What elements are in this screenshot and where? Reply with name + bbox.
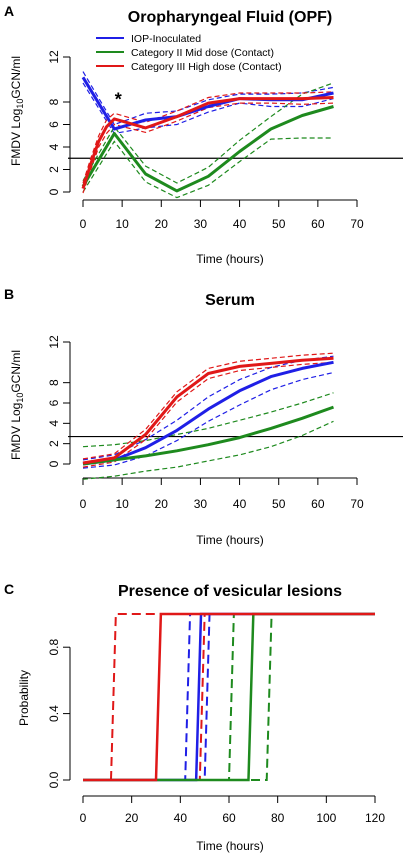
x-axis-label-c: Time (hours) — [196, 839, 264, 853]
series-mid-lower-ci — [82, 420, 334, 480]
y-tick-label: 8 — [47, 379, 61, 386]
x-tick-label: 20 — [155, 217, 169, 231]
series-high-mean — [81, 96, 334, 190]
series-iop-lower-ci — [82, 82, 334, 135]
x-tick-label: 0 — [80, 497, 87, 511]
x-tick-label: 20 — [125, 811, 139, 825]
x-tick-label: 80 — [271, 811, 285, 825]
x-tick-label: 30 — [194, 497, 208, 511]
x-tick-label: 70 — [350, 217, 364, 231]
x-axis-label-b: Time (hours) — [196, 533, 264, 547]
x-tick-label: 40 — [233, 497, 247, 511]
x-tick-label: 60 — [311, 497, 325, 511]
x-tick-label: 100 — [316, 811, 336, 825]
chart-title-serum: Serum — [205, 292, 255, 309]
panel-a: A Oropharyngeal Fluid (OPF) Time (hours)… — [4, 3, 403, 266]
x-tick-label: 50 — [272, 217, 286, 231]
series-mid-ci-step-0 — [83, 613, 375, 781]
chart-title-opf: Oropharyngeal Fluid (OPF) — [128, 9, 332, 26]
x-tick-label: 60 — [311, 217, 325, 231]
y-axis-label-b-sub: 10 — [15, 393, 25, 403]
series-high-step — [83, 612, 375, 782]
series-high-lower-ci — [82, 102, 334, 194]
series-high-mean — [82, 356, 334, 465]
y-tick-label: 0.4 — [47, 705, 61, 722]
y-tick-label: 12 — [47, 50, 61, 64]
panel-letter-a: A — [4, 3, 14, 19]
y-tick-label: 2 — [47, 166, 61, 173]
y-tick-label: 4 — [47, 420, 61, 427]
x-tick-label: 40 — [233, 217, 247, 231]
y-axis-label-b: FMDV Log10GCN/ml — [9, 350, 25, 460]
x-tick-label: 120 — [365, 811, 385, 825]
series-mid-upper-ci — [82, 392, 334, 448]
legend-label-mid: Category II Mid dose (Contact) — [131, 47, 274, 59]
panel-c: C Presence of vesicular lesions Time (ho… — [4, 581, 385, 853]
y-tick-label: 4 — [47, 143, 61, 150]
y-tick-label: 0.0 — [47, 771, 61, 788]
y-tick-label: 0 — [47, 460, 61, 467]
x-tick-label: 70 — [350, 497, 364, 511]
y-axis-label-b-tail: GCN/ml — [9, 350, 23, 393]
x-tick-label: 0 — [80, 811, 87, 825]
series-mid-mean — [81, 105, 334, 193]
y-axis-label-c: Probability — [17, 670, 31, 726]
y-tick-label: 0.8 — [47, 639, 61, 656]
x-tick-label: 0 — [80, 217, 87, 231]
x-axis-label-a: Time (hours) — [196, 252, 264, 266]
y-tick-label: 2 — [47, 440, 61, 447]
panel-letter-c: C — [4, 581, 14, 597]
series-iop-ci-step-0 — [83, 613, 375, 781]
y-tick-label: 6 — [47, 121, 61, 128]
y-axis-label-b-main: FMDV Log — [9, 403, 23, 460]
y-tick-label: 6 — [47, 399, 61, 406]
legend-label-iop: IOP-Inoculated — [131, 33, 201, 45]
y-axis-label-a-tail: GCN/ml — [9, 56, 23, 99]
series-mid-upper-ci — [82, 82, 334, 184]
legend: IOP-Inoculated Category II Mid dose (Con… — [96, 33, 282, 73]
series-iop-lower-ci — [82, 371, 334, 469]
y-axis-label-a-main: FMDV Log — [9, 109, 23, 166]
y-tick-label: 8 — [47, 98, 61, 105]
legend-label-high: Category III High dose (Contact) — [131, 61, 282, 73]
x-tick-label: 20 — [155, 497, 169, 511]
x-tick-label: 50 — [272, 497, 286, 511]
series-mid-mean — [82, 405, 335, 466]
significance-marker: * — [115, 89, 122, 109]
x-tick-label: 10 — [115, 217, 129, 231]
x-tick-label: 30 — [194, 217, 208, 231]
series-high-upper-ci — [82, 352, 334, 460]
x-tick-label: 10 — [115, 497, 129, 511]
y-axis-label-a-sub: 10 — [15, 99, 25, 109]
series-mid-lower-ci — [82, 137, 334, 199]
x-tick-label: 60 — [222, 811, 236, 825]
chart-title-lesions: Presence of vesicular lesions — [118, 583, 342, 600]
y-tick-label: 12 — [47, 335, 61, 349]
y-tick-label: 0 — [47, 188, 61, 195]
y-axis-label-a: FMDV Log10GCN/ml — [9, 56, 25, 166]
series-iop-mean — [82, 360, 334, 466]
x-tick-label: 40 — [174, 811, 188, 825]
panel-letter-b: B — [4, 286, 14, 302]
